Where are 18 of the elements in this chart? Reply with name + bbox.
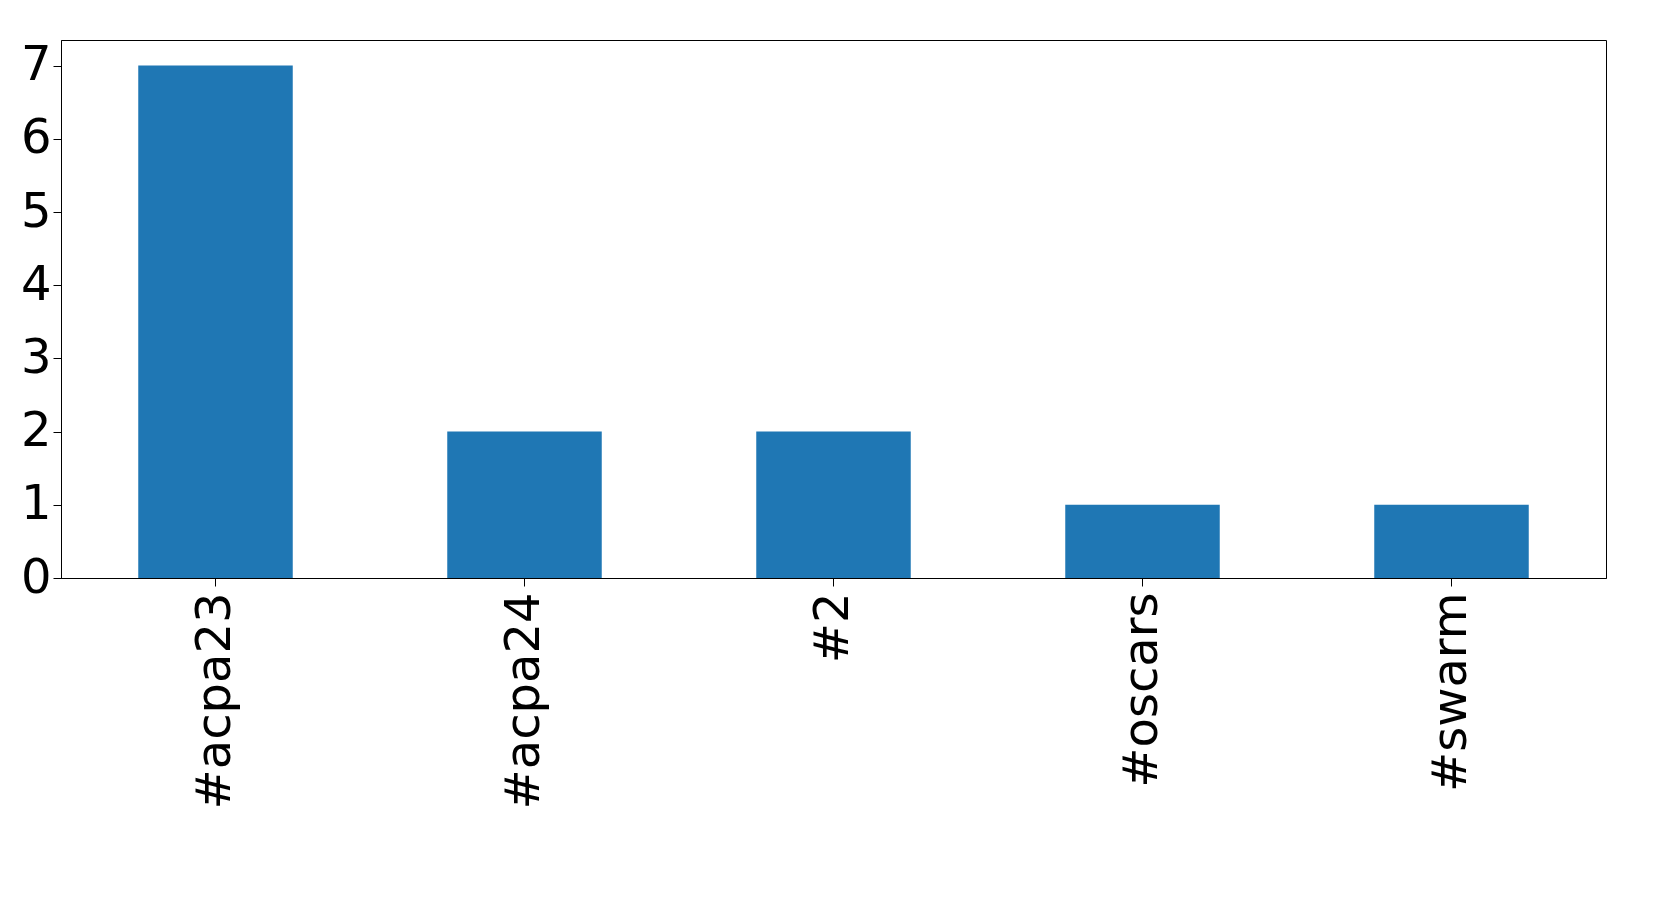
y-tick-label: 4: [20, 254, 52, 311]
bar: [756, 431, 911, 578]
x-tick-label: #acpa23: [184, 592, 241, 810]
bar: [447, 431, 602, 578]
x-tick-label: #2: [802, 592, 859, 664]
y-tick-label: 6: [20, 108, 52, 165]
x-tick-label: #swarm: [1420, 592, 1477, 793]
y-tick-label: 7: [20, 35, 52, 92]
bar: [1065, 504, 1220, 578]
y-tick-label: 0: [20, 547, 52, 604]
y-tick-label: 5: [20, 181, 52, 238]
x-tick-label: #acpa24: [493, 592, 550, 810]
x-tick-label: #oscars: [1111, 592, 1168, 788]
bar: [138, 65, 293, 578]
y-tick-label: 1: [20, 474, 52, 531]
bar: [1374, 504, 1529, 578]
y-tick-label: 2: [20, 401, 52, 458]
y-tick-label: 3: [20, 327, 52, 384]
